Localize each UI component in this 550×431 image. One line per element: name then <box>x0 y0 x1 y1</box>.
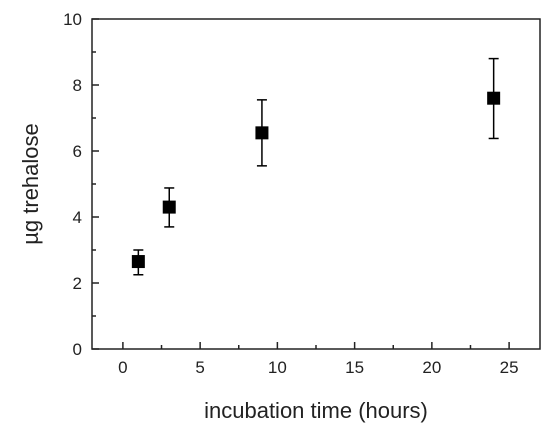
data-point <box>162 200 176 214</box>
y-tick-label-8: 8 <box>73 76 82 95</box>
y-tick-label-0: 0 <box>73 340 82 359</box>
data-point <box>131 255 145 269</box>
x-tick-label-25: 25 <box>500 358 519 377</box>
x-axis-label: incubation time (hours) <box>204 398 428 423</box>
error-bars <box>133 57 499 276</box>
data-point <box>255 126 269 140</box>
tick-labels: 0 5 10 15 20 25 0 2 4 6 8 10 <box>63 10 518 377</box>
y-tick-label-4: 4 <box>73 208 82 227</box>
x-tick-label-15: 15 <box>345 358 364 377</box>
axis-ticks <box>92 18 510 350</box>
y-axis-label: µg trehalose <box>18 123 43 245</box>
x-tick-label-0: 0 <box>118 358 127 377</box>
x-tick-label-20: 20 <box>422 358 441 377</box>
y-tick-label-6: 6 <box>73 142 82 161</box>
x-tick-label-10: 10 <box>268 358 287 377</box>
plot-frame <box>91 18 541 350</box>
y-tick-label-2: 2 <box>73 274 82 293</box>
x-tick-label-5: 5 <box>195 358 204 377</box>
data-points <box>131 91 501 269</box>
data-point <box>487 91 501 105</box>
y-tick-label-10: 10 <box>63 10 82 29</box>
